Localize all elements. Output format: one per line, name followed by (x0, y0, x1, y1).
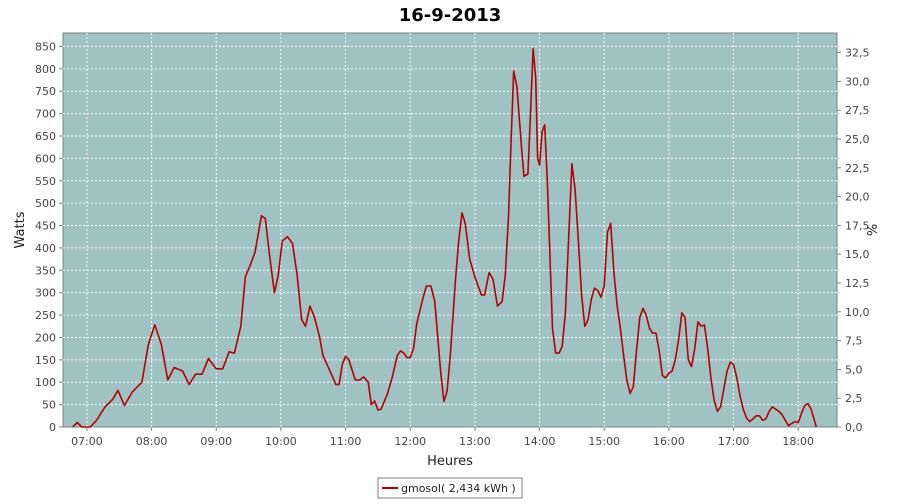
y2-tick-label-3: 7,5 (845, 335, 863, 348)
y2-tick-label-12: 30,0 (845, 75, 870, 88)
legend-box (377, 477, 523, 499)
x-tick-label-4: 11:00 (330, 435, 362, 448)
y-tick-label-8: 400 (35, 242, 56, 255)
y-axis-left: 0 50 100 150 200 250 300 350 400 450 500 550 600 650 7… (35, 40, 63, 434)
y-tick-label-2: 100 (35, 376, 56, 389)
legend-label: gmosol( 2,434 kWh ) (401, 482, 516, 495)
x-tick-label-5: 12:00 (394, 435, 426, 448)
y-axis-right: 0,0 2,5 5,0 7,5 10,0 12,5 15,0 17,5 20,0 22,5 25,0… (837, 47, 870, 434)
y2-tick-label-0: 0,0 (845, 421, 863, 434)
x-tick-label-8: 15:00 (588, 435, 620, 448)
grid-lines (63, 33, 837, 427)
y-tick-label-0: 0 (49, 421, 56, 434)
x-tick-label-6: 13:00 (459, 435, 491, 448)
y2-tick-label-8: 20,0 (845, 191, 870, 204)
y2-tick-label-6: 15,0 (845, 248, 870, 261)
y-tick-label-7: 350 (35, 264, 56, 277)
x-tick-label-0: 07:00 (71, 435, 103, 448)
y-tick-label-15: 750 (35, 85, 56, 98)
y-tick-label-16: 800 (35, 63, 56, 76)
x-axis: 07:00 08:00 09:00 10:00 11:00 12:00 13:00 14:00… (71, 427, 814, 448)
x-axis-label: Heures (427, 454, 473, 469)
y-tick-label-4: 200 (35, 331, 56, 344)
y-tick-label-3: 150 (35, 354, 56, 367)
series-line-gmosol (72, 47, 818, 428)
y-axis-label: Watts (13, 211, 28, 248)
legend: gmosol( 2,434 kWh ) (377, 477, 523, 499)
y-tick-label-9: 450 (35, 220, 56, 233)
y-tick-label-17: 850 (35, 40, 56, 53)
plot-area (62, 32, 838, 428)
x-tick-label-9: 16:00 (653, 435, 685, 448)
y-tick-label-6: 300 (35, 287, 56, 300)
y-tick-label-5: 250 (35, 309, 56, 322)
y-tick-label-12: 600 (35, 152, 56, 165)
x-tick-label-11: 18:00 (782, 435, 814, 448)
y2-tick-label-4: 10,0 (845, 306, 870, 319)
y2-tick-label-11: 27,5 (845, 104, 870, 117)
x-tick-label-3: 10:00 (265, 435, 297, 448)
x-tick-label-7: 14:00 (524, 435, 556, 448)
y2-tick-label-10: 25,0 (845, 133, 870, 146)
y-tick-label-14: 700 (35, 108, 56, 121)
x-tick-label-2: 09:00 (200, 435, 232, 448)
y2-tick-label-2: 5,0 (845, 363, 863, 376)
chart-title: 16-9-2013 (399, 5, 502, 26)
x-tick-label-10: 17:00 (718, 435, 750, 448)
y2-tick-label-9: 22,5 (845, 162, 870, 175)
y2-tick-label-13: 32,5 (845, 47, 870, 60)
y2-tick-label-5: 12,5 (845, 277, 870, 290)
x-tick-label-1: 08:00 (136, 435, 168, 448)
y2-tick-label-7: 17,5 (845, 219, 870, 232)
y-tick-label-11: 550 (35, 175, 56, 188)
y-tick-label-1: 50 (42, 399, 56, 412)
y2-tick-label-1: 2,5 (845, 392, 863, 405)
y-tick-label-10: 500 (35, 197, 56, 210)
y2-axis-label: % (866, 224, 881, 236)
y-tick-label-13: 650 (35, 130, 56, 143)
